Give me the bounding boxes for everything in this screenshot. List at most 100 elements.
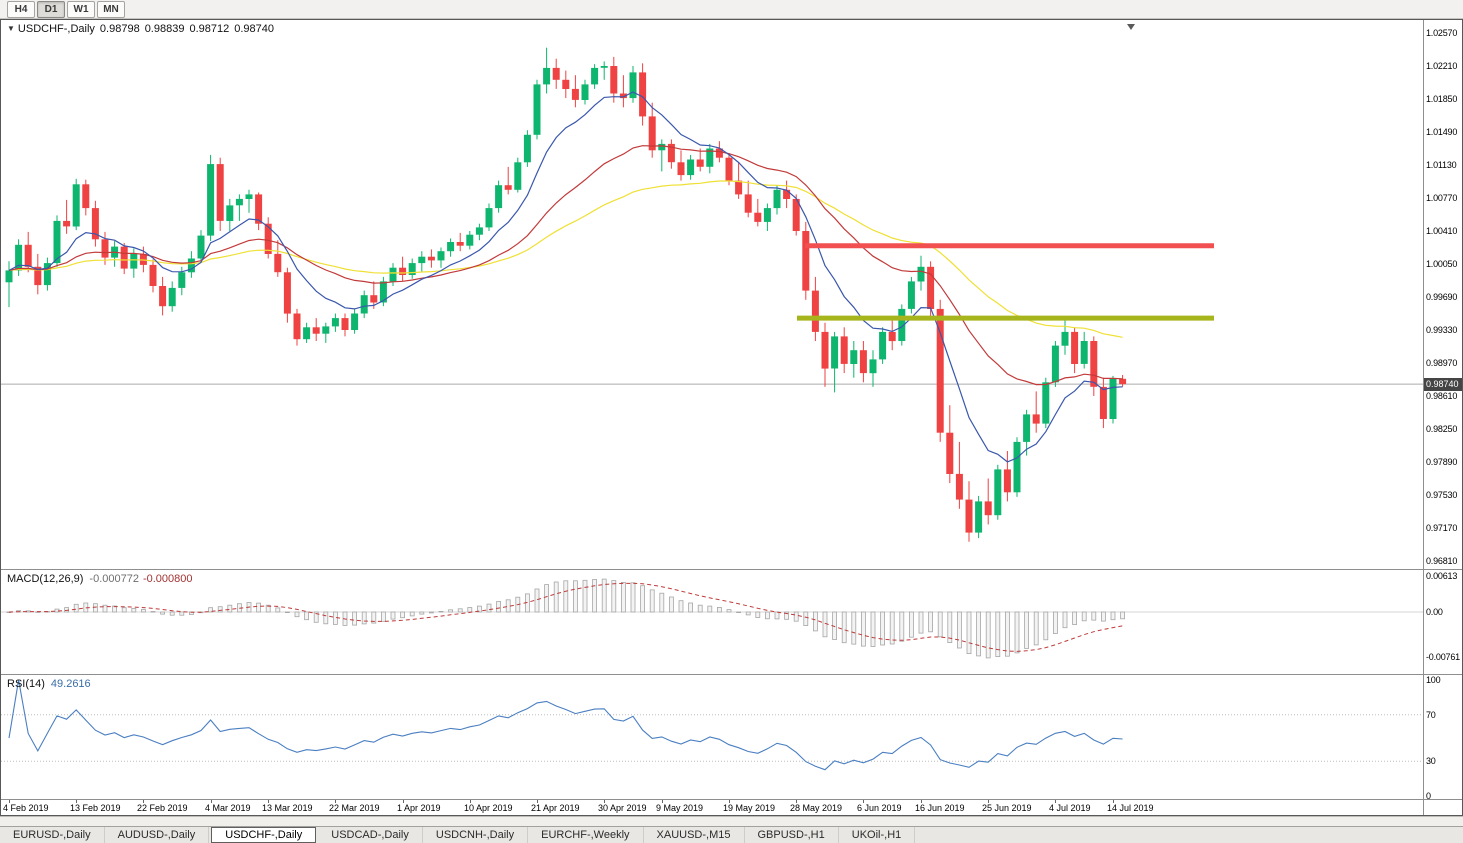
- chart-tab-xauusd[interactable]: XAUUSD-,M15: [644, 827, 745, 843]
- time-axis-tick: [143, 800, 144, 803]
- time-axis-label: 4 Jul 2019: [1049, 803, 1091, 813]
- chart-tab-ukoil[interactable]: UKOil-,H1: [839, 827, 916, 843]
- time-axis-label: 1 Apr 2019: [397, 803, 441, 813]
- chart-tab-usdcad[interactable]: USDCAD-,Daily: [318, 827, 423, 843]
- time-axis-tick: [211, 800, 212, 803]
- rsi-name: RSI(14): [7, 678, 45, 690]
- time-axis-tick: [9, 800, 10, 803]
- price-pane[interactable]: ▼ USDCHF-,Daily 0.98798 0.98839 0.98712 0.987…: [1, 20, 1423, 569]
- price-axis: 1.02570 1.02210 1.01850 1.01490 1.01130 1.007…: [1423, 20, 1462, 815]
- time-axis-label: 4 Feb 2019: [3, 803, 49, 813]
- chart-tab-eurchf[interactable]: EURCHF-,Weekly: [528, 827, 644, 843]
- pane-divider-macd[interactable]: [1, 569, 1462, 570]
- time-axis-tick: [729, 800, 730, 803]
- quote-close: 0.98740: [234, 23, 274, 35]
- chart-tab-usdcnh[interactable]: USDCNH-,Daily: [423, 827, 529, 843]
- rsi-axis-label: 0: [1426, 791, 1431, 801]
- chart-tab-eurusd[interactable]: EURUSD-,Daily: [0, 827, 105, 843]
- time-axis-divider: [1, 799, 1462, 800]
- macd-label: MACD(12,26,9) -0.000772 -0.000800: [7, 573, 193, 585]
- timeframe-button-h4[interactable]: H4: [7, 0, 35, 18]
- chart-tabs-bar: EURUSD-,Daily AUDUSD-,Daily USDCHF-,Daily U…: [0, 826, 1463, 843]
- chart-tab-audusd[interactable]: AUDUSD-,Daily: [105, 827, 210, 843]
- time-axis-label: 28 May 2019: [790, 803, 843, 813]
- time-axis-label: 22 Feb 2019: [137, 803, 188, 813]
- chart-tab-gbpusd[interactable]: GBPUSD-,H1: [745, 827, 839, 843]
- macd-canvas: [1, 570, 1423, 674]
- time-axis-label: 13 Mar 2019: [262, 803, 313, 813]
- rsi-label: RSI(14) 49.2616: [7, 678, 91, 690]
- price-axis-label: 1.00770: [1426, 193, 1458, 203]
- rsi-axis-label: 70: [1426, 710, 1436, 720]
- quote-high: 0.98839: [144, 23, 185, 35]
- timeframe-button-mn[interactable]: MN: [97, 0, 125, 18]
- chart-tab-usdchf[interactable]: USDCHF-,Daily: [211, 827, 317, 843]
- chart-symbol-label: USDCHF-,Daily: [17, 23, 95, 35]
- time-axis-tick: [1113, 800, 1114, 803]
- time-axis-tick: [604, 800, 605, 803]
- price-canvas: [1, 20, 1423, 569]
- timeframe-button-d1[interactable]: D1: [37, 0, 65, 18]
- quote-low: 0.98712: [189, 23, 230, 35]
- time-axis-tick: [335, 800, 336, 803]
- time-axis-tick: [403, 800, 404, 803]
- time-axis-tick: [796, 800, 797, 803]
- price-axis-label: 0.97890: [1426, 457, 1458, 467]
- macd-pane[interactable]: MACD(12,26,9) -0.000772 -0.000800: [1, 570, 1423, 674]
- price-axis-label: 1.00050: [1426, 259, 1458, 269]
- macd-value-main: -0.000772: [89, 573, 139, 585]
- price-axis-label: 1.00410: [1426, 226, 1458, 236]
- rsi-canvas: [1, 675, 1423, 799]
- timeframe-toolbar: H4 D1 W1 MN: [0, 0, 1463, 19]
- symbol-marker-icon[interactable]: ▼: [7, 24, 15, 33]
- chart-shift-marker[interactable]: [1127, 24, 1135, 30]
- price-axis-label: 1.01850: [1426, 94, 1458, 104]
- time-axis-tick: [863, 800, 864, 803]
- time-axis-label: 9 May 2019: [656, 803, 704, 813]
- price-axis-label: 0.97170: [1426, 523, 1458, 533]
- price-axis-label: 0.99690: [1426, 292, 1458, 302]
- quote-open: 0.98798: [99, 23, 140, 35]
- macd-axis-label: 0.00613: [1426, 571, 1458, 581]
- time-axis-label: 22 Mar 2019: [329, 803, 380, 813]
- price-axis-label: 1.01130: [1426, 160, 1457, 170]
- time-axis-tick: [1055, 800, 1056, 803]
- timeframe-button-w1[interactable]: W1: [67, 0, 95, 18]
- time-axis: 4 Feb 2019 13 Feb 2019 22 Feb 2019 4 Mar 20…: [1, 800, 1423, 815]
- current-price-badge: 0.98740: [1424, 378, 1462, 391]
- pane-divider-rsi[interactable]: [1, 674, 1462, 675]
- price-axis-label: 1.01490: [1426, 127, 1458, 137]
- rsi-value: 49.2616: [50, 678, 91, 690]
- price-axis-label: 0.98610: [1426, 391, 1458, 401]
- price-axis-label: 0.98970: [1426, 358, 1458, 368]
- rsi-axis-label: 100: [1426, 675, 1441, 685]
- time-axis-label: 25 Jun 2019: [982, 803, 1032, 813]
- rsi-axis-label: 30: [1426, 756, 1436, 766]
- macd-axis-label: 0.00: [1426, 607, 1443, 617]
- time-axis-label: 13 Feb 2019: [70, 803, 121, 813]
- rsi-pane[interactable]: RSI(14) 49.2616: [1, 675, 1423, 799]
- time-axis-tick: [76, 800, 77, 803]
- time-axis-label: 19 May 2019: [723, 803, 776, 813]
- price-axis-label: 0.99330: [1426, 325, 1458, 335]
- macd-axis-label: -0.00761: [1426, 652, 1460, 662]
- time-axis-label: 4 Mar 2019: [205, 803, 251, 813]
- time-axis-label: 14 Jul 2019: [1107, 803, 1154, 813]
- time-axis-label: 21 Apr 2019: [531, 803, 580, 813]
- time-axis-tick: [470, 800, 471, 803]
- price-axis-label: 0.98250: [1426, 424, 1458, 434]
- time-axis-tick: [268, 800, 269, 803]
- chart-title: ▼ USDCHF-,Daily 0.98798 0.98839 0.98712 0.987…: [7, 23, 274, 35]
- price-axis-label: 0.97530: [1426, 490, 1458, 500]
- price-axis-label: 1.02210: [1426, 61, 1458, 71]
- macd-name: MACD(12,26,9): [7, 573, 84, 585]
- horizontal-scrollbar[interactable]: [0, 816, 1463, 826]
- time-axis-tick: [537, 800, 538, 803]
- time-axis-label: 10 Apr 2019: [464, 803, 513, 813]
- time-axis-tick: [988, 800, 989, 803]
- time-axis-tick: [921, 800, 922, 803]
- macd-value-signal: -0.000800: [142, 573, 193, 585]
- price-axis-label: 0.96810: [1426, 556, 1458, 566]
- time-axis-label: 30 Apr 2019: [598, 803, 647, 813]
